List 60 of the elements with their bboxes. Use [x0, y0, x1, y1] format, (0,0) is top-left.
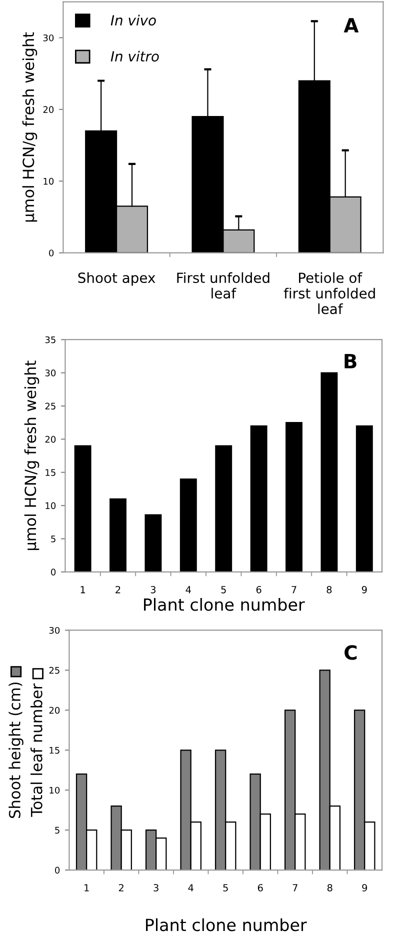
bar [110, 498, 126, 572]
annotation: A [344, 18, 359, 32]
bar [74, 445, 92, 572]
x-tick-label: 2 [116, 586, 120, 594]
y-tick-label: 10 [50, 786, 60, 794]
bar [215, 445, 232, 572]
y-tick-label: 5 [51, 536, 56, 542]
x-tick-label: 3 [154, 884, 158, 892]
y-tick-label: 15 [46, 469, 56, 476]
bar [286, 422, 302, 572]
legend-label: In vitro [110, 50, 159, 62]
x-axis-title: Plant clone number [146, 918, 307, 932]
y-tick-label: 0 [51, 568, 56, 576]
y-tick-label: 0 [55, 866, 60, 874]
x-axis-title: Plant clone number [144, 598, 305, 611]
y-tick-label: 35 [45, 336, 56, 344]
legend-label: Shoot height (cm) [8, 682, 24, 818]
y-tick-label: 20 [43, 106, 54, 113]
annotation: B [344, 354, 356, 368]
y-tick-label: 25 [45, 402, 56, 410]
y-tick-label: 30 [45, 370, 56, 376]
bar [320, 372, 338, 572]
x-tick-label: 4 [186, 586, 191, 594]
bar [250, 425, 268, 572]
legend-label: In vivo [110, 14, 156, 26]
y-tick-label: 30 [43, 34, 54, 42]
x-tick-label: 6 [258, 884, 263, 892]
bar [356, 425, 373, 572]
x-tick-label: 8 [326, 586, 332, 594]
x-tick-label: 3 [150, 586, 156, 594]
y-tick-label: 20 [49, 706, 60, 714]
x-tick-label: 7 [292, 586, 296, 594]
x-tick-label: 8 [327, 884, 332, 892]
x-tick-label: First unfolded leaf [177, 272, 270, 299]
y-tick-label: 0 [49, 250, 54, 256]
y-tick-label: 20 [45, 436, 56, 443]
y-axis-title: µmol HCN/g fresh weight [24, 360, 40, 550]
legend-label: Total leaf number [30, 683, 42, 817]
x-tick-label: 1 [80, 586, 85, 594]
x-tick-label: 4 [188, 884, 194, 892]
y-tick-label: 25 [49, 666, 60, 674]
x-tick-label: 6 [256, 586, 262, 594]
x-tick-label: 7 [292, 884, 298, 892]
x-tick-label: 5 [223, 884, 228, 892]
bar [144, 514, 162, 572]
y-tick-label: 5 [55, 826, 60, 834]
annotation: C [344, 645, 357, 660]
x-tick-label: 1 [84, 884, 89, 892]
y-tick-label: 15 [50, 746, 60, 754]
x-tick-label: Petiole of first unfolded leaf [284, 272, 375, 314]
x-tick-label: 9 [362, 586, 367, 594]
y-tick-label: 10 [46, 502, 56, 510]
bar [180, 478, 197, 572]
x-tick-label: 9 [362, 884, 368, 892]
x-tick-label: 2 [118, 884, 124, 892]
y-tick-label: 10 [44, 178, 54, 185]
x-tick-label: 5 [221, 586, 226, 594]
y-tick-label: 30 [49, 626, 60, 634]
y-axis-title: µmol HCN/g fresh weight [22, 32, 38, 222]
x-tick-label: Shoot apex [78, 272, 156, 286]
